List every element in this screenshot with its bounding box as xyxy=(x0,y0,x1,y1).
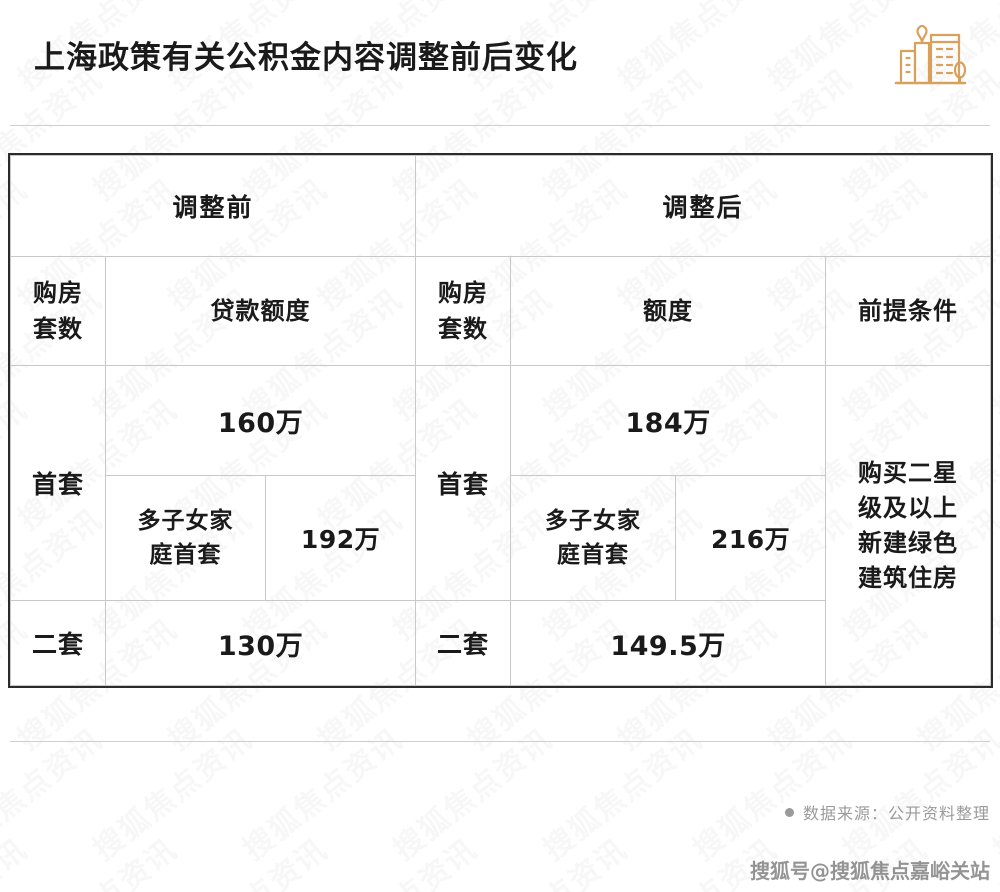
column-header-before-count: 购房 套数 xyxy=(10,256,106,366)
after-multichild-label-line2: 庭首套 xyxy=(557,542,630,568)
column-header-after-count: 购房 套数 xyxy=(415,256,512,366)
column-header-before-count-line2: 套数 xyxy=(33,315,83,343)
before-multichild-label-line2: 庭首套 xyxy=(149,542,222,568)
group-header-after: 调整后 xyxy=(415,155,992,257)
precondition-line1: 购买二星 xyxy=(858,458,959,487)
after-multichild-label-line1: 多子女家 xyxy=(545,508,642,534)
group-header-before: 调整前 xyxy=(9,155,417,257)
header: 上海政策有关公积金内容调整前后变化 xyxy=(0,0,1000,124)
before-multichild-label-line1: 多子女家 xyxy=(137,508,234,534)
cell-after-multichild-label: 多子女家 庭首套 xyxy=(510,475,677,601)
table-group-header-row: 调整前 调整后 xyxy=(9,155,992,257)
cell-precondition: 购买二星 级及以上 新建绿色 建筑住房 xyxy=(825,365,992,686)
bullet-dot-icon xyxy=(784,808,794,817)
divider-rule-top xyxy=(10,125,990,126)
cell-after-multichild-amount: 216万 xyxy=(675,475,827,601)
column-header-before-quota: 贷款额度 xyxy=(104,256,417,366)
cell-after-amount-second-home: 149.5万 xyxy=(510,600,827,686)
cell-after-category-second-home: 二套 xyxy=(415,600,512,686)
cell-after-amount-first-home: 184万 xyxy=(510,365,827,476)
source-note: 数据来源：公开资料整理 xyxy=(0,800,990,824)
cell-before-category-first-home: 首套 xyxy=(10,365,106,601)
attribution-watermark: 搜狐号@搜狐焦点嘉峪关站 xyxy=(750,859,990,883)
cell-after-category-first-home: 首套 xyxy=(415,365,512,601)
source-note-label: 数据来源：公开资料整理 xyxy=(802,804,990,823)
precondition-line2: 级及以上 xyxy=(858,493,959,522)
column-header-after-count-line2: 套数 xyxy=(438,315,489,343)
cell-before-amount-first-home: 160万 xyxy=(104,365,417,476)
column-header-after-quota: 额度 xyxy=(510,256,827,366)
cell-before-category-second-home: 二套 xyxy=(10,600,106,686)
column-header-after-count-line1: 购房 xyxy=(438,279,489,307)
cell-before-multichild-amount: 192万 xyxy=(264,475,417,601)
page-title: 上海政策有关公积金内容调整前后变化 xyxy=(34,40,578,76)
table-row-second-home: 二套 130万 二套 149.5万 xyxy=(10,600,991,686)
city-buildings-icon xyxy=(894,25,967,85)
divider-rule-bottom xyxy=(10,741,990,742)
precondition-line3: 新建绿色 xyxy=(858,528,959,557)
column-header-precondition: 前提条件 xyxy=(825,256,992,366)
precondition-line4: 建筑住房 xyxy=(858,563,959,592)
cell-before-amount-second-home: 130万 xyxy=(104,600,417,686)
table-column-header-row: 购房 套数 贷款额度 购房 套数 额度 前提条件 xyxy=(10,256,992,366)
table-row-first-home-base: 首套 160万 首套 184万 购买二星 级及以上 新建绿色 建筑住房 xyxy=(10,365,992,686)
column-header-before-count-line1: 购房 xyxy=(33,279,83,307)
policy-comparison-table: 调整前 调整后 购房 套数 贷款额度 购房 套数 额度 前提条件 首套 xyxy=(7,153,994,688)
cell-before-multichild-label: 多子女家 庭首套 xyxy=(105,475,266,601)
